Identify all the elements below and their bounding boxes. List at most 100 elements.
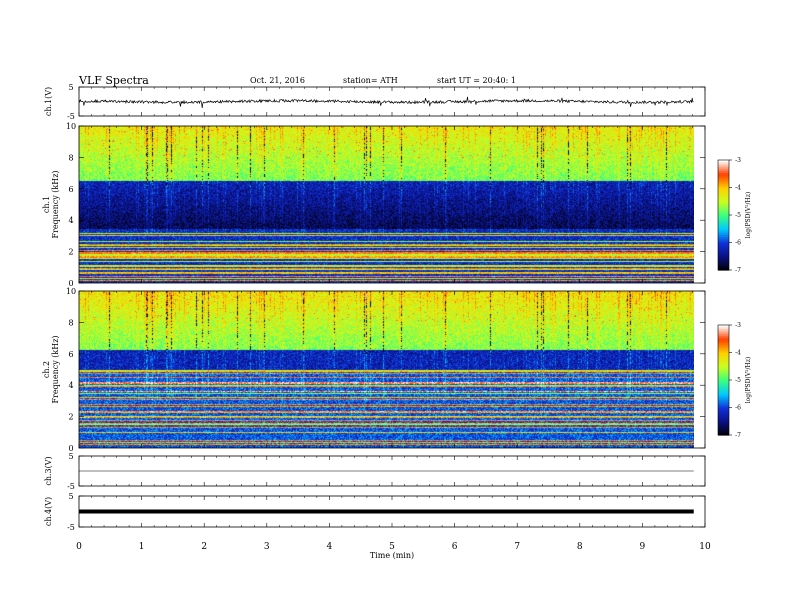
x-tick-marks-ch2_spectrogram [78,291,706,448]
y-tick-label: 5 [68,452,73,461]
colorbar-step [718,167,729,170]
x-tick-label: 1 [139,542,145,552]
colorbar-step [718,187,729,190]
y-axis-label: ch.1(V) [44,87,53,116]
colorbar-step [718,237,729,240]
colorbar-step [718,231,729,234]
colorbar-step [718,392,729,396]
colorbar-step [718,161,729,165]
colorbar-step [718,398,729,401]
colorbar-step [718,233,729,236]
colorbar-step [718,341,729,344]
colorbar-step [718,215,729,218]
colorbar-step [718,416,729,420]
colorbar-step [718,259,729,262]
y-tick-label: 0 [68,279,73,288]
colorbar-step [718,427,729,431]
colorbar-step [718,189,729,192]
colorbar-step [718,205,729,209]
colorbar-step [718,180,729,183]
colorbar-step [718,352,729,355]
colorbar-step [718,246,729,249]
colorbar-step [718,407,729,410]
y-tick-label: 2 [68,248,73,257]
y-tick-label: -5 [67,112,75,121]
colorbar-step [718,165,729,168]
colorbar-step [718,227,729,231]
colorbar-label: log(PSD(V²/Hz) [745,357,752,404]
colorbar-step [718,238,729,242]
colorbar-step [718,220,729,223]
colorbar-step [718,394,729,398]
y-tick-label: 6 [68,185,73,194]
colorbar-step [718,196,729,200]
colorbar-step [718,260,729,264]
colorbar-step [718,194,729,198]
x-axis-label: Time (min) [370,551,414,560]
colorbar-step [718,376,729,379]
y-tick-label: -5 [67,482,75,491]
x-tick-label: 3 [264,542,270,552]
colorbar-label: log(PSD(V²/Hz) [745,192,752,239]
x-tick-label: 2 [201,542,207,552]
colorbar-step [718,163,729,167]
colorbar-step [718,207,729,211]
y-axis-label-channel: ch.1 [42,196,51,213]
colorbar-step [718,172,729,176]
y-tick-label: 5 [68,83,73,92]
y-axis-label: ch.4(V) [44,497,53,526]
colorbar-step [718,389,729,392]
colorbar-step [718,200,729,203]
colorbar-step [718,216,729,220]
colorbar-step [718,431,729,434]
colorbar-step [718,229,729,233]
colorbar-step [718,182,729,185]
colorbar-step [718,337,729,341]
colorbar-step [718,339,729,343]
colorbar-step [718,185,729,189]
x-tick-label: 5 [389,542,395,552]
colorbar-tick-label: -6 [735,240,741,247]
colorbar-step [718,334,729,337]
x-tick-marks-ch1_spectrogram [78,126,706,283]
y-tick-label: 10 [66,122,76,131]
colorbar-step [718,348,729,352]
start-time-label: start UT = 20:40: 1 [437,76,516,85]
colorbar-step [718,330,729,333]
x-tick-label: 4 [327,542,333,552]
colorbar-step [718,414,729,418]
colorbar-step [718,422,729,425]
y-tick-label: 5 [68,492,73,501]
colorbar-step [718,332,729,335]
colorbar-step [718,248,729,251]
colorbar-step [718,198,729,201]
colorbar-step [718,350,729,354]
spectrogram-ch2_spectrogram [79,291,694,448]
colorbar-step [718,378,729,381]
colorbar-step [718,370,729,374]
colorbar-step [718,178,729,181]
y-axis-label: ch.3(V) [44,456,53,485]
colorbar-step [718,402,729,405]
colorbar-step [718,169,729,172]
colorbar-step [718,354,729,357]
colorbar-step [718,193,729,196]
colorbar-step [718,262,729,266]
colorbar-step [718,391,729,394]
colorbar-tick-label: -4 [735,350,741,357]
colorbar-step [718,244,729,247]
colorbar-step [718,429,729,432]
colorbar-tick-label: -5 [735,212,741,219]
colorbar-step [718,420,729,423]
y-tick-label: 2 [68,413,73,422]
x-tick-label: 0 [76,542,82,552]
y-tick-label: 4 [68,381,73,390]
y-tick-label: 10 [66,287,76,296]
colorbar-step [718,264,729,267]
colorbar-step [718,171,729,174]
colorbar-step [718,405,729,409]
colorbar-step [718,433,729,436]
colorbar-tick-label: -5 [735,377,741,384]
colorbar-step [718,413,729,416]
